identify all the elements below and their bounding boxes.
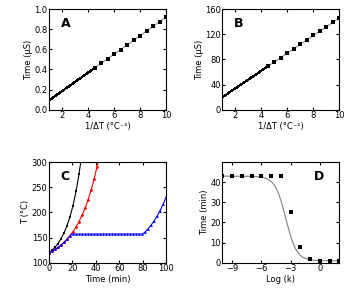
Y-axis label: Time (min): Time (min): [200, 190, 209, 235]
Y-axis label: Time (µS): Time (µS): [195, 39, 204, 79]
Text: B: B: [234, 17, 244, 30]
Y-axis label: T (°C): T (°C): [21, 200, 30, 224]
X-axis label: 1/ΔT (°C⁻¹): 1/ΔT (°C⁻¹): [85, 121, 131, 130]
X-axis label: 1/ΔT (°C⁻¹): 1/ΔT (°C⁻¹): [258, 121, 304, 130]
Text: D: D: [314, 170, 324, 183]
X-axis label: Log (k): Log (k): [266, 275, 295, 284]
Y-axis label: Time (µS): Time (µS): [24, 39, 33, 79]
Text: C: C: [61, 170, 70, 183]
Text: A: A: [61, 17, 70, 30]
X-axis label: Time (min): Time (min): [85, 275, 130, 284]
